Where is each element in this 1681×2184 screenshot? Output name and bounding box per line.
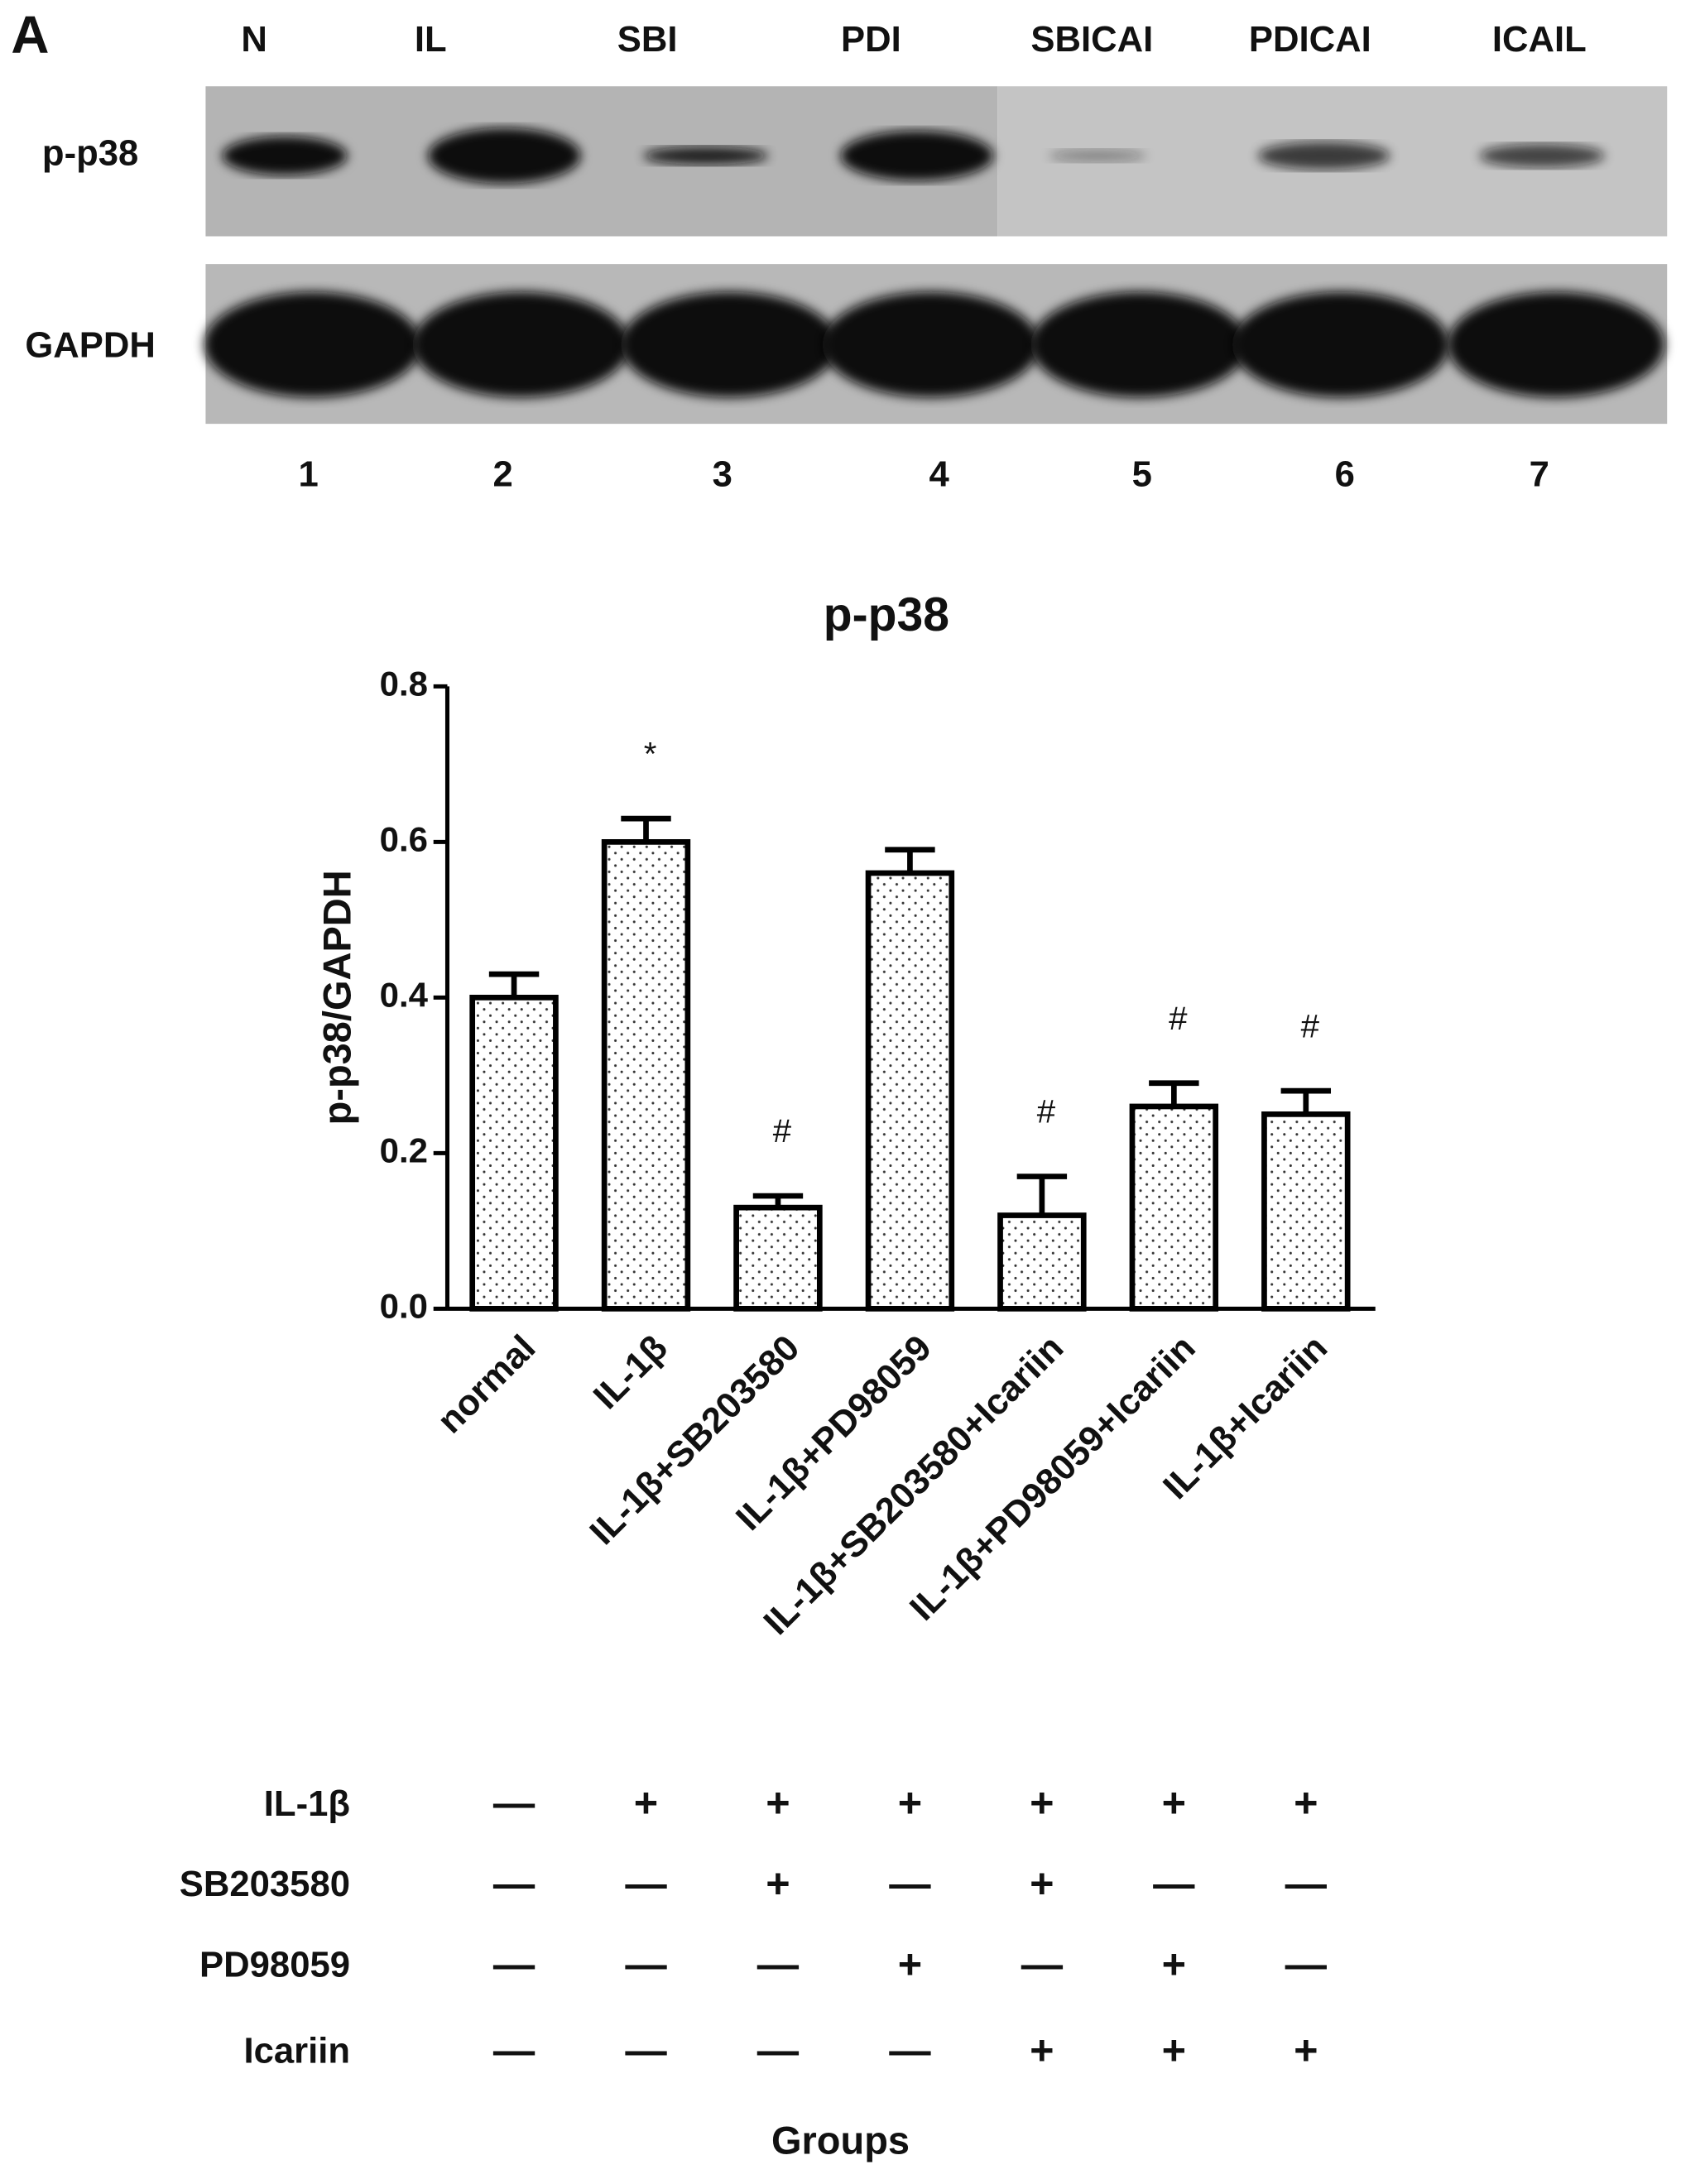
- treatment-cell: +: [898, 1779, 922, 1826]
- significance-mark: #: [1037, 1093, 1056, 1130]
- band: [1448, 291, 1664, 398]
- treatment-label: PD98059: [199, 1944, 350, 1985]
- treatment-cell: —: [625, 1940, 667, 1987]
- panel-label: A: [11, 5, 49, 65]
- treatment-cell: —: [493, 2026, 536, 2073]
- treatment-cell: —: [493, 1779, 536, 1826]
- lane-number: 6: [1335, 454, 1355, 494]
- lane-label: SBI: [617, 19, 678, 60]
- treatment-cell: —: [1021, 1940, 1064, 1987]
- bar: [469, 995, 559, 1312]
- x-axis-label: Groups: [771, 2119, 910, 2162]
- bar: [1129, 1103, 1219, 1312]
- lane-number: 4: [929, 454, 950, 494]
- treatment-cell: +: [1162, 1779, 1186, 1826]
- significance-mark: #: [1169, 1000, 1188, 1037]
- chart-title: p-p38: [824, 588, 949, 641]
- band: [412, 291, 630, 398]
- treatment-cell: +: [1030, 1779, 1054, 1826]
- treatment-cell: +: [1294, 1779, 1318, 1826]
- treatment-label: IL-1β: [264, 1783, 350, 1824]
- lane-number: 3: [713, 454, 732, 494]
- bar: [865, 870, 955, 1312]
- treatment-cell: —: [757, 1940, 800, 1987]
- treatment-cell: +: [1294, 2026, 1318, 2073]
- treatment-cell: —: [625, 1860, 667, 1907]
- band: [1257, 142, 1390, 170]
- band: [1030, 291, 1248, 398]
- band: [1232, 291, 1449, 398]
- y-axis-label: p-p38/GAPDH: [315, 870, 359, 1125]
- blot-row-label: p-p38: [42, 133, 138, 174]
- x-tick-label: normal: [430, 1327, 543, 1441]
- treatment-cell: —: [889, 1860, 931, 1907]
- treatment-cell: +: [1162, 2026, 1186, 2073]
- y-tick-label: 0.0: [380, 1286, 428, 1325]
- error-bar: [488, 971, 540, 998]
- treatment-cell: +: [1030, 2026, 1054, 2073]
- bar: [1261, 1111, 1351, 1312]
- lane-number: 5: [1132, 454, 1152, 494]
- lane-label: PDI: [841, 19, 901, 60]
- lane-label: ICAIL: [1492, 19, 1587, 60]
- treatment-label: SB203580: [180, 1864, 350, 1904]
- error-bar: [1280, 1087, 1332, 1115]
- lane-label: N: [241, 19, 267, 60]
- treatment-cell: +: [766, 1860, 790, 1907]
- treatment-cell: +: [766, 1779, 790, 1826]
- bar: [601, 839, 691, 1312]
- treatment-cell: —: [493, 1940, 536, 1987]
- bar: [997, 1212, 1087, 1312]
- band: [621, 291, 838, 398]
- lane-number: 2: [492, 454, 512, 494]
- band: [222, 136, 348, 175]
- band: [204, 291, 421, 398]
- treatment-label: Icariin: [243, 2031, 350, 2071]
- band: [822, 291, 1040, 398]
- treatment-cell: —: [493, 1860, 536, 1907]
- error-bar: [1016, 1174, 1068, 1216]
- bar: [733, 1204, 823, 1312]
- y-tick-label: 0.4: [380, 975, 429, 1014]
- band: [1479, 143, 1605, 168]
- treatment-cell: +: [1162, 1940, 1186, 1987]
- blot-row-label: GAPDH: [25, 324, 156, 365]
- lane-number: 1: [298, 454, 318, 494]
- band: [840, 130, 994, 181]
- y-tick-label: 0.2: [380, 1130, 428, 1169]
- treatment-cell: +: [898, 1940, 922, 1987]
- lane-number: 7: [1530, 454, 1549, 494]
- significance-mark: #: [773, 1112, 792, 1150]
- y-tick-label: 0.8: [380, 664, 428, 703]
- error-bar: [752, 1193, 804, 1208]
- x-tick-label: IL-1β: [586, 1327, 675, 1417]
- band: [427, 127, 581, 184]
- error-bar: [1149, 1080, 1199, 1106]
- significance-mark: *: [644, 735, 657, 772]
- lane-label: PDICAI: [1249, 19, 1371, 60]
- band: [1049, 149, 1146, 162]
- significance-mark: #: [1301, 1007, 1320, 1044]
- error-bar: [621, 815, 671, 842]
- treatment-cell: —: [1285, 1940, 1328, 1987]
- lane-label: SBICAI: [1030, 19, 1153, 60]
- treatment-cell: —: [1285, 1860, 1328, 1907]
- lane-label: IL: [415, 19, 447, 60]
- treatment-cell: —: [757, 2026, 800, 2073]
- error-bar: [885, 847, 935, 873]
- treatment-cell: —: [625, 2026, 667, 2073]
- band: [643, 146, 769, 166]
- treatment-cell: —: [889, 2026, 931, 2073]
- treatment-cell: +: [1030, 1860, 1054, 1907]
- y-tick-label: 0.6: [380, 819, 428, 858]
- treatment-cell: —: [1153, 1860, 1195, 1907]
- treatment-cell: +: [634, 1779, 658, 1826]
